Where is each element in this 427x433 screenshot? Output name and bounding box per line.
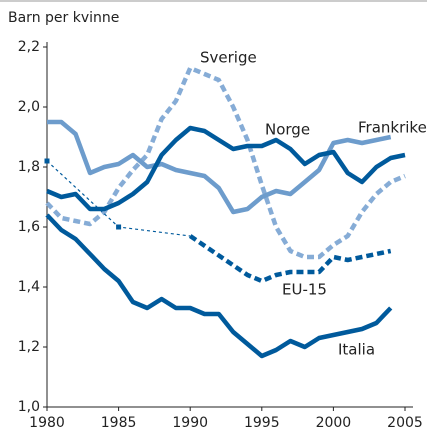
y-tick-label: 1,6	[18, 219, 40, 235]
x-tick-label: 2000	[316, 415, 352, 431]
point-marker	[116, 224, 122, 230]
series-line	[47, 119, 392, 215]
x-tick-label: 1985	[101, 415, 137, 431]
series-line	[45, 213, 393, 359]
series-line	[45, 65, 406, 260]
x-tick-label: 2005	[387, 415, 423, 431]
y-tick-label: 2,2	[18, 39, 40, 55]
point-marker	[44, 158, 50, 164]
series-label: Frankrike	[358, 119, 427, 137]
series-line	[46, 125, 406, 212]
y-tick-label: 1,4	[18, 279, 40, 295]
y-tick-label: 2,0	[18, 99, 40, 115]
y-axis-label: Barn per kvinne	[8, 10, 119, 26]
series-label: EU-15	[282, 281, 327, 299]
x-tick-label: 1995	[244, 415, 280, 431]
x-tick-label: 1990	[172, 415, 208, 431]
x-tick-label: 1980	[29, 415, 65, 431]
y-tick-label: 1,2	[18, 339, 40, 355]
series-label: Norge	[265, 121, 310, 139]
series-label: Italia	[338, 341, 375, 359]
y-tick-label: 1,8	[18, 159, 40, 175]
y-tick-label: 1,0	[18, 399, 40, 415]
series-line	[188, 234, 392, 284]
series-label: Sverige	[200, 49, 257, 67]
